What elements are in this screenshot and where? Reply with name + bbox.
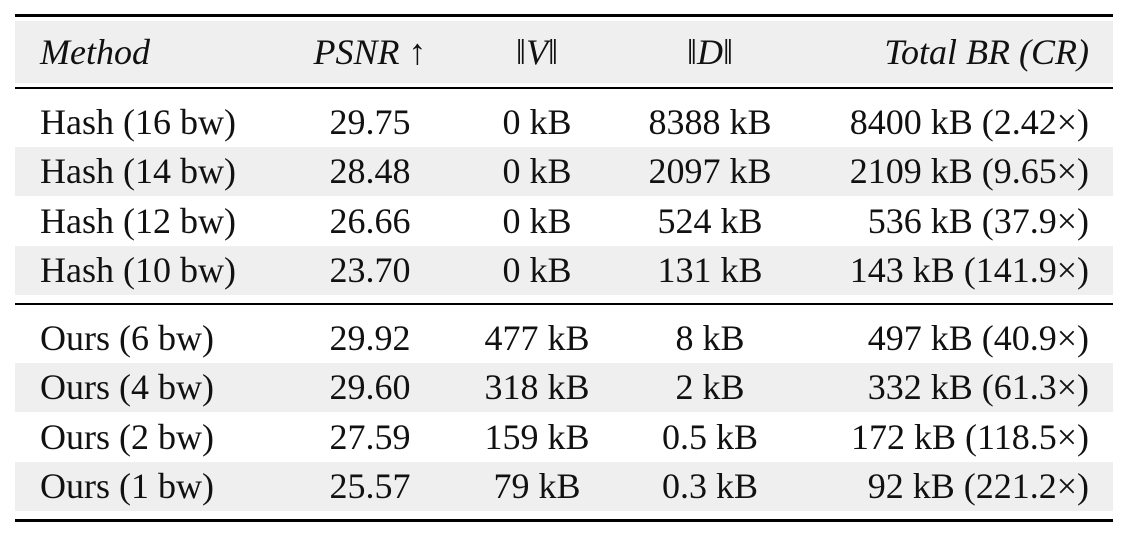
cell: 2 kB [675,367,745,408]
cell: 131 kB [657,250,763,291]
cell: 318 kB [484,367,590,408]
cell: 2097 kB [648,151,772,192]
cell: 332 kB (61.3×) [867,367,1089,408]
rule [15,87,1113,89]
cell: 29.92 [329,317,411,358]
cell: 0.3 kB [661,466,759,507]
cell: 172 kB (118.5×) [851,416,1089,457]
cell: 2109 kB (9.65×) [849,151,1089,192]
cell: 79 kB [493,466,581,507]
cell: Hash (12 bw) [40,200,236,241]
cell: 8400 kB (2.42×) [849,101,1089,142]
cell: ‖V‖ [515,32,559,72]
cell: 143 kB (141.9×) [849,250,1089,291]
table-row: Ours (1 bw) 25.57 79 kB 0.3 kB 92 kB (221.2×… [15,461,1113,511]
cell: 159 kB [484,416,590,457]
header-row: Method PSNR ↑ ‖V‖ ‖D‖ Total BR (CR) [15,21,1113,83]
table-row: Hash (12 bw) 26.66 0 kB 524 kB 536 kB (37.9×… [15,196,1113,246]
cell: Total BR (CR) [884,32,1089,72]
table-row: Hash (16 bw) 29.75 0 kB 8388 kB 8400 kB (2.4… [15,97,1113,147]
cell: 497 kB (40.9×) [867,317,1089,358]
results-table: Method PSNR ↑ ‖V‖ ‖D‖ Total BR (CR) Hash (16 … [15,14,1113,522]
cell: 29.75 [329,101,411,142]
cell: 524 kB [657,200,763,241]
cell: Hash (16 bw) [40,101,236,142]
cell: 26.66 [329,200,411,241]
cell: PSNR ↑ [313,32,427,72]
table-row: Hash (10 bw) 23.70 0 kB 131 kB 143 kB (141.9… [15,245,1113,295]
cell: 92 kB (221.2×) [867,466,1089,507]
cell: 0 kB [502,200,572,241]
cell: 477 kB [484,317,590,358]
row-group: Ours (6 bw) 29.92 477 kB 8 kB 497 kB (40.9×)… [15,305,1113,519]
cell: Method [40,32,150,72]
cell: 0 kB [502,250,572,291]
cell: 8 kB [675,317,745,358]
cell: 0.5 kB [661,416,759,457]
cell: 0 kB [502,101,572,142]
cell: Hash (14 bw) [40,151,236,192]
cell: 0 kB [502,151,572,192]
rule [15,303,1113,305]
table-row: Ours (2 bw) 27.59 159 kB 0.5 kB 172 kB (118.… [15,412,1113,462]
cell: 25.57 [329,466,411,507]
cell: 8388 kB [648,101,772,142]
table-row: Ours (4 bw) 29.60 318 kB 2 kB 332 kB (61.3×) [15,362,1113,412]
table-row: Hash (14 bw) 28.48 0 kB 2097 kB 2109 kB (9.6… [15,146,1113,196]
cell: Ours (1 bw) [40,466,214,507]
row-group: Hash (16 bw) 29.75 0 kB 8388 kB 8400 kB (2.4… [15,89,1113,303]
cell: 536 kB (37.9×) [867,200,1089,241]
cell: 28.48 [329,151,411,192]
cell: ‖D‖ [686,32,734,72]
cell: Ours (4 bw) [40,367,214,408]
cell: 23.70 [329,250,411,291]
cell: 29.60 [329,367,411,408]
cell: Ours (2 bw) [40,416,214,457]
cell: Hash (10 bw) [40,250,236,291]
cell: 27.59 [329,416,411,457]
table-row: Ours (6 bw) 29.92 477 kB 8 kB 497 kB (40.9×) [15,313,1113,363]
cell: Ours (6 bw) [40,317,214,358]
